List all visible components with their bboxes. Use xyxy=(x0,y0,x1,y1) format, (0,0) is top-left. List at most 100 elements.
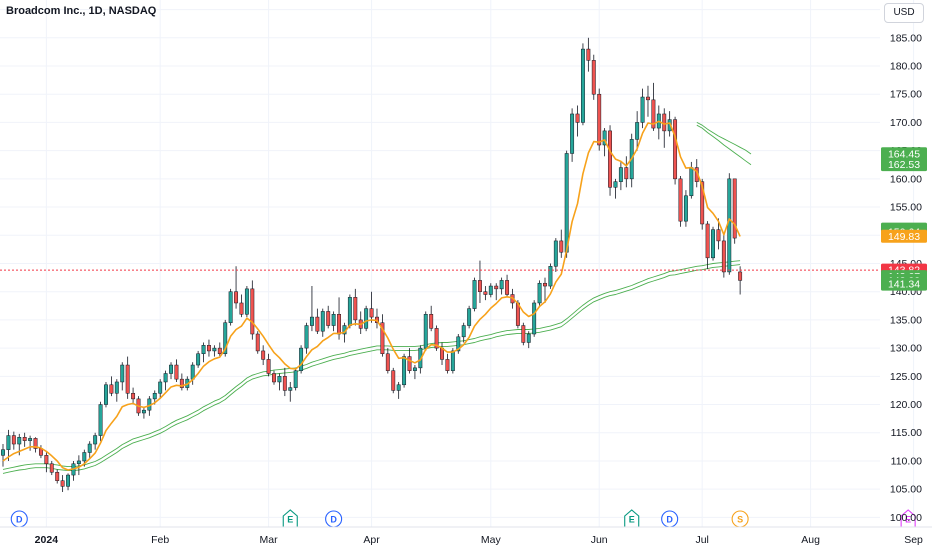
candle-body xyxy=(521,325,526,343)
candle-body xyxy=(450,350,455,371)
x-tick-label: Aug xyxy=(801,534,820,546)
candle-body xyxy=(548,266,553,287)
candle-body xyxy=(646,96,650,101)
candle-up xyxy=(28,435,33,451)
candle-down xyxy=(174,359,179,382)
candle-body xyxy=(261,350,266,360)
event-marker-d[interactable]: D xyxy=(661,510,679,528)
candle-body xyxy=(543,282,547,287)
event-marker-e[interactable]: E xyxy=(624,509,640,528)
candle-body xyxy=(640,96,645,123)
event-marker-e[interactable]: E xyxy=(900,509,916,528)
y-tick-label: 185.00 xyxy=(890,32,922,44)
candle-body xyxy=(223,322,228,355)
candle-down xyxy=(738,266,743,295)
price-label-text: 149.83 xyxy=(888,231,920,243)
candle-down xyxy=(732,178,737,244)
earnings-icon xyxy=(900,509,916,528)
candle-down xyxy=(55,469,60,484)
price-axis[interactable]: 100.00 105.00 110.00 115.00 120.00 125.00 130.… xyxy=(890,4,922,524)
candle-body xyxy=(163,373,168,383)
x-tick-label: Sep xyxy=(904,534,923,546)
event-marker-d[interactable]: D xyxy=(10,510,28,528)
price-label-text: 141.34 xyxy=(888,279,920,291)
candle-down xyxy=(109,376,114,397)
candle-body xyxy=(55,471,60,481)
x-tick-label: 2024 xyxy=(35,534,59,546)
candle-down xyxy=(234,266,239,309)
candle-up xyxy=(580,43,585,126)
candle-down xyxy=(721,232,726,278)
event-marker-label: E xyxy=(905,515,911,525)
candle-down xyxy=(429,305,434,332)
candle-body xyxy=(228,291,233,323)
candle-body xyxy=(705,223,710,259)
candle-up xyxy=(396,381,401,399)
candle-down xyxy=(326,305,331,329)
candle-body xyxy=(575,113,580,123)
time-axis[interactable]: 2024 Feb Mar Apr May Jun Jul Aug Sep xyxy=(35,534,923,546)
candle-up xyxy=(6,429,11,461)
candle-up xyxy=(277,373,282,391)
candle-body xyxy=(93,435,98,445)
candle-down xyxy=(353,288,358,326)
ema-series xyxy=(2,120,741,471)
price-label: 164.45 xyxy=(881,147,927,160)
y-tick-label: 100.00 xyxy=(890,512,922,524)
candle-body xyxy=(22,437,27,441)
chart-title: Broadcom Inc., 1D, NASDAQ xyxy=(6,5,157,17)
candle-body xyxy=(196,353,201,366)
ma-series xyxy=(2,260,741,470)
candle-down xyxy=(375,308,379,329)
candle-down xyxy=(440,342,444,366)
candle-down xyxy=(483,286,488,301)
candle-body xyxy=(564,153,569,253)
candle-up xyxy=(331,311,336,332)
candle-up xyxy=(640,88,645,129)
event-marker-d[interactable]: D xyxy=(325,510,343,528)
y-tick-label: 125.00 xyxy=(890,371,922,383)
candle-down xyxy=(575,105,580,137)
price-labels: 164.45162.53151.08150.64149.83143.82142.… xyxy=(881,147,927,291)
candle-body xyxy=(207,345,211,352)
candle-body xyxy=(483,291,488,295)
candlesticks xyxy=(1,37,743,492)
candle-body xyxy=(434,328,439,349)
candle-up xyxy=(683,190,688,227)
candle-body xyxy=(472,280,477,309)
candle-up xyxy=(304,322,309,354)
candle-up xyxy=(423,311,428,351)
candle-down xyxy=(44,452,49,473)
y-tick-label: 110.00 xyxy=(891,455,922,467)
candle-down xyxy=(673,116,678,185)
candle-body xyxy=(82,452,87,462)
candle-up xyxy=(461,322,466,343)
candle-body xyxy=(120,364,125,383)
candle-body xyxy=(131,392,136,400)
candle-up xyxy=(163,370,168,391)
candle-body xyxy=(66,474,70,487)
candle-down xyxy=(131,387,136,405)
candle-body xyxy=(255,333,260,352)
candle-down xyxy=(261,345,266,366)
y-tick-label: 115.00 xyxy=(891,427,922,439)
candle-body xyxy=(304,325,309,349)
candle-up xyxy=(320,308,325,337)
event-marker-s[interactable]: S xyxy=(731,510,749,528)
currency-button[interactable]: USD xyxy=(884,3,924,23)
candle-up xyxy=(104,381,108,408)
candle-body xyxy=(17,437,22,445)
candle-body xyxy=(299,347,304,371)
ma-series xyxy=(696,122,752,155)
y-tick-label: 170.00 xyxy=(890,117,922,129)
candle-body xyxy=(570,113,575,154)
candle-up xyxy=(402,353,407,388)
candle-body xyxy=(250,288,255,335)
candle-up xyxy=(526,331,531,349)
candle-body xyxy=(553,240,558,267)
event-marker-e[interactable]: E xyxy=(282,509,298,528)
earnings-icon xyxy=(624,509,640,528)
candle-body xyxy=(651,99,656,129)
